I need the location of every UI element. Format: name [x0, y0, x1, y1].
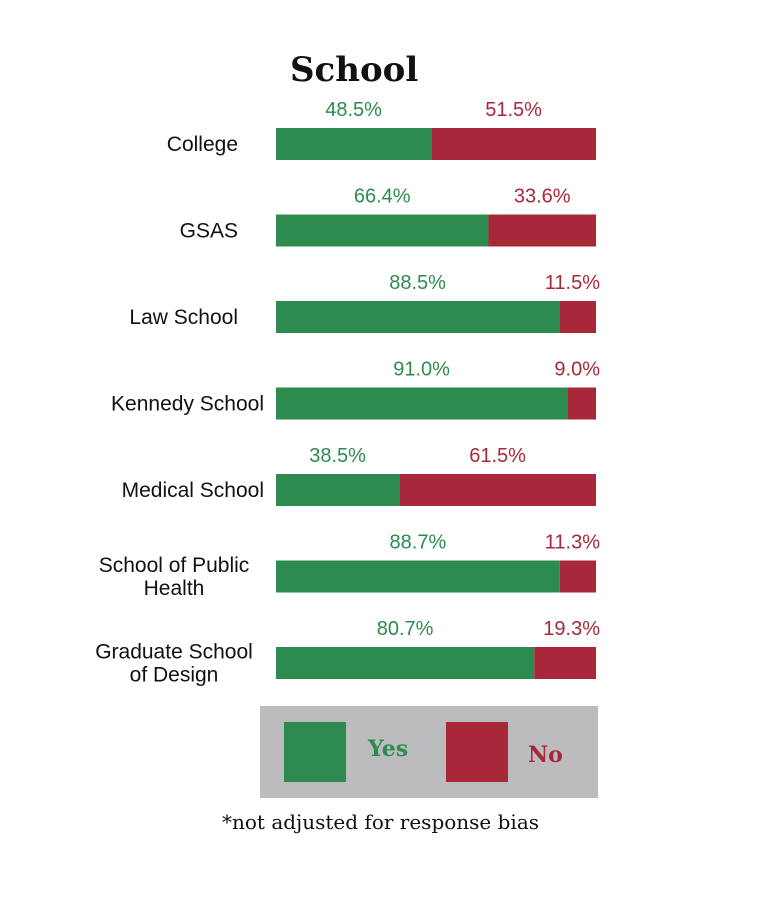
- bar-no: [567, 387, 596, 420]
- category-label: Kennedy School: [111, 393, 264, 416]
- category-label: Health: [144, 577, 205, 600]
- bar-no: [399, 474, 596, 506]
- category-label: Graduate School: [95, 641, 253, 664]
- legend-swatch-yes: [284, 722, 346, 782]
- data-label-no: 11.5%: [545, 272, 600, 294]
- category-label: GSAS: [180, 220, 238, 243]
- bar-yes: [276, 128, 432, 160]
- data-label-yes: 48.5%: [325, 99, 382, 121]
- bar-no: [488, 214, 596, 247]
- bar-yes: [276, 301, 560, 333]
- bar-yes: [276, 474, 400, 506]
- data-label-no: 19.3%: [543, 618, 600, 640]
- category-label: Medical School: [122, 479, 264, 502]
- data-label-no: 33.6%: [514, 186, 571, 208]
- category-label: of Design: [130, 664, 219, 687]
- bar-yes: [276, 214, 489, 247]
- bar-no: [559, 301, 596, 333]
- bar-yes: [276, 387, 568, 420]
- data-label-yes: 80.7%: [377, 618, 434, 640]
- category-label: College: [167, 133, 238, 156]
- legend-label-no: No: [528, 742, 563, 768]
- data-label-yes: 88.7%: [390, 532, 447, 554]
- data-label-no: 51.5%: [485, 99, 542, 121]
- footnote: *not adjusted for response bias: [222, 810, 540, 834]
- data-label-no: 11.3%: [545, 532, 600, 554]
- category-label: School of Public: [99, 554, 250, 577]
- legend: Yes No: [260, 706, 598, 798]
- bar-no: [431, 128, 596, 160]
- legend-swatch-no: [446, 722, 508, 782]
- data-label-yes: 88.5%: [389, 272, 446, 294]
- legend-label-yes: Yes: [368, 736, 409, 762]
- chart-title: School: [290, 50, 419, 90]
- bar-no: [534, 647, 596, 679]
- data-label-no: 9.0%: [554, 359, 600, 381]
- data-label-yes: 38.5%: [309, 445, 366, 467]
- bar-yes: [276, 560, 560, 593]
- bar-no: [559, 560, 596, 593]
- data-label-no: 61.5%: [469, 445, 526, 467]
- data-label-yes: 66.4%: [354, 186, 411, 208]
- bar-yes: [276, 647, 535, 679]
- category-label: Law School: [129, 306, 238, 329]
- data-label-yes: 91.0%: [393, 359, 450, 381]
